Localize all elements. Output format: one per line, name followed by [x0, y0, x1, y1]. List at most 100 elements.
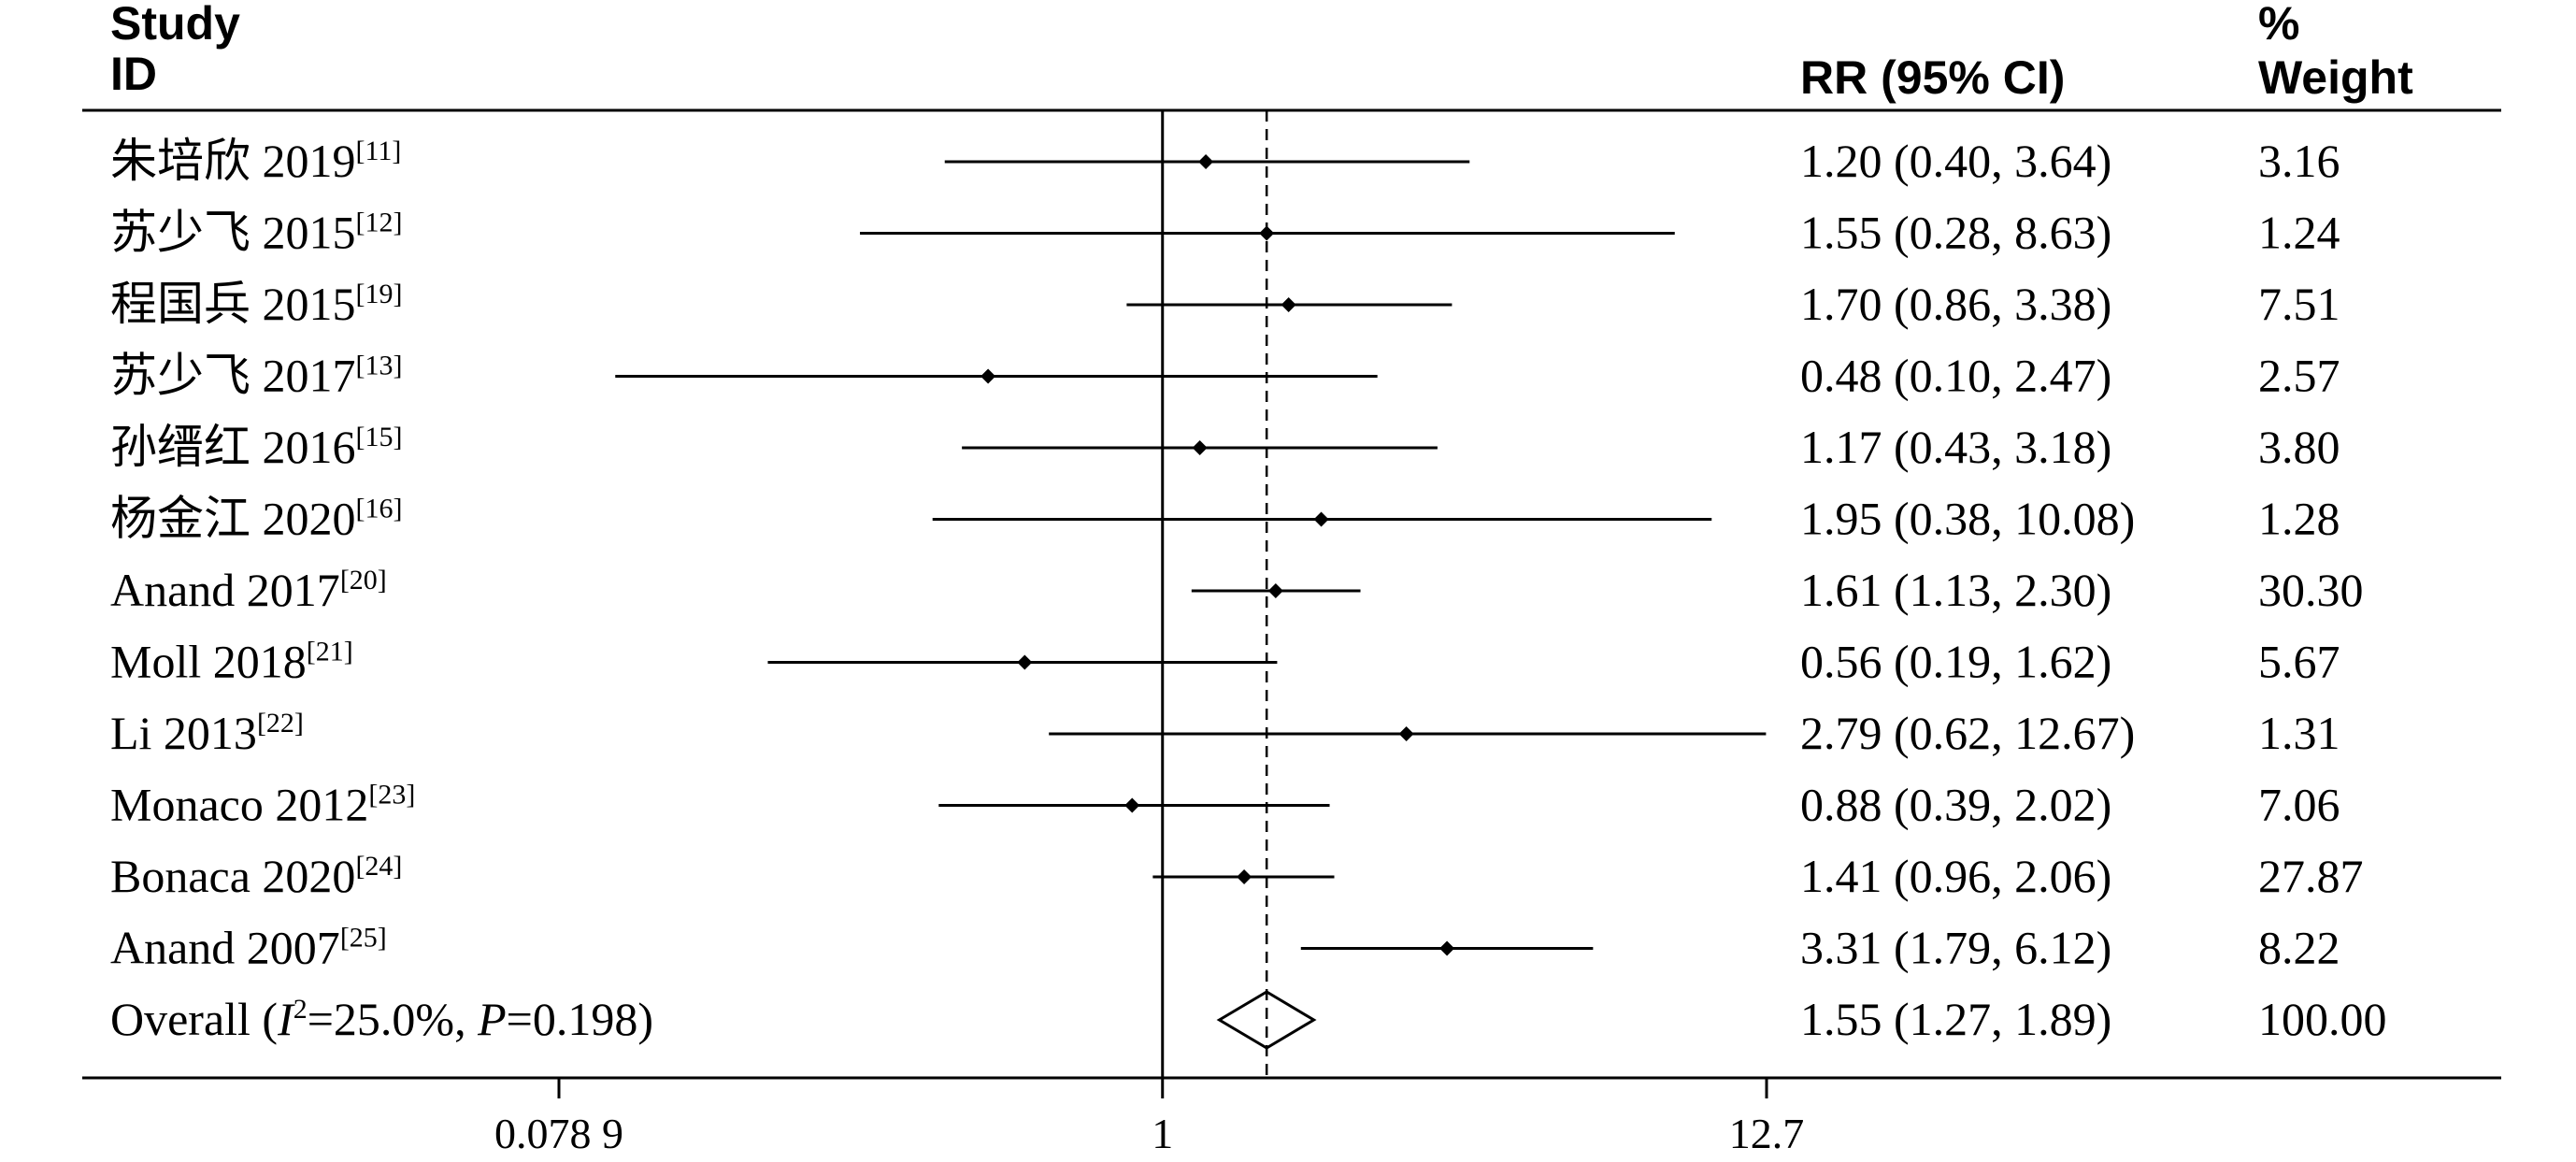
- rr-ci-value: 3.31 (1.79, 6.12): [1800, 922, 2111, 974]
- i2-symbol: I: [277, 993, 295, 1045]
- study-reference: [22]: [257, 708, 304, 739]
- weight-value: 1.24: [2258, 207, 2340, 259]
- study-row: 杨金江 2020[16] 1.95 (0.38, 10.08) 1.28: [110, 493, 2340, 545]
- point-estimate-marker: [1281, 297, 1296, 312]
- point-estimate-marker: [1439, 940, 1455, 956]
- header-percent: %: [2258, 0, 2299, 50]
- rr-ci-value: 1.41 (0.96, 2.06): [1800, 850, 2111, 902]
- study-rows: 朱培欣 2019[11] 1.20 (0.40, 3.64) 3.16 苏少飞 201…: [110, 135, 2387, 1050]
- point-estimate-marker: [1313, 511, 1329, 527]
- header-weight: Weight: [2258, 51, 2413, 104]
- study-reference: [16]: [356, 494, 403, 524]
- overall-prefix: Overall (: [110, 993, 278, 1045]
- study-reference: [21]: [307, 637, 353, 667]
- rr-ci-value: 0.88 (0.39, 2.02): [1800, 779, 2111, 831]
- study-row: 孙缙红 2016[15] 1.17 (0.43, 3.18) 3.80: [110, 421, 2340, 473]
- study-name: Moll 2018: [110, 636, 307, 688]
- x-tick-label: 0.078 9: [494, 1110, 623, 1157]
- rr-ci-value: 1.17 (0.43, 3.18): [1800, 421, 2111, 473]
- point-estimate-marker: [1198, 154, 1214, 169]
- header-id: ID: [110, 48, 157, 100]
- overall-row: Overall (I2=25.0%, P=0.198) 1.55 (1.27, 1…: [110, 990, 2387, 1050]
- weight-value: 8.22: [2258, 922, 2340, 974]
- weight-value: 30.30: [2258, 564, 2364, 616]
- study-row: 朱培欣 2019[11] 1.20 (0.40, 3.64) 3.16: [110, 135, 2340, 187]
- study-reference: [19]: [356, 279, 403, 309]
- study-label: 朱培欣 2019[11]: [110, 135, 401, 187]
- point-estimate-marker: [1192, 440, 1208, 455]
- study-name: 苏少飞 2017: [110, 350, 356, 402]
- overall-rr-ci-value: 1.55 (1.27, 1.89): [1800, 993, 2111, 1045]
- rr-ci-value: 1.70 (0.86, 3.38): [1800, 278, 2111, 330]
- weight-value: 1.31: [2258, 707, 2340, 759]
- rr-ci-value: 0.48 (0.10, 2.47): [1800, 350, 2111, 402]
- study-reference: [23]: [368, 780, 415, 811]
- study-name: 杨金江 2020: [110, 493, 356, 545]
- point-estimate-marker: [1017, 654, 1033, 670]
- point-estimate-marker: [1267, 583, 1283, 598]
- study-label: Moll 2018[21]: [110, 636, 353, 688]
- point-estimate-marker: [1237, 869, 1252, 884]
- study-row: 苏少飞 2015[12] 1.55 (0.28, 8.63) 1.24: [110, 207, 2340, 259]
- study-label: Bonaca 2020[24]: [110, 850, 402, 902]
- weight-value: 1.28: [2258, 493, 2340, 545]
- weight-value: 7.06: [2258, 779, 2340, 831]
- weight-value: 2.57: [2258, 350, 2340, 402]
- overall-weight-value: 100.00: [2258, 993, 2387, 1045]
- weight-value: 27.87: [2258, 850, 2364, 902]
- overall-diamond: [1216, 990, 1317, 1050]
- x-tick-label: 1: [1152, 1110, 1173, 1157]
- rr-ci-value: 1.61 (1.13, 2.30): [1800, 564, 2111, 616]
- study-label: Anand 2007[25]: [110, 922, 387, 974]
- study-row: Bonaca 2020[24] 1.41 (0.96, 2.06) 27.87: [110, 850, 2364, 902]
- weight-value: 7.51: [2258, 278, 2340, 330]
- study-row: Li 2013[22] 2.79 (0.62, 12.67) 1.31: [110, 707, 2340, 759]
- study-reference: [15]: [356, 422, 403, 452]
- study-label: Li 2013[22]: [110, 707, 304, 759]
- weight-value: 5.67: [2258, 636, 2340, 688]
- rr-ci-value: 1.55 (0.28, 8.63): [1800, 207, 2111, 259]
- overall-label: Overall (I2=25.0%, P=0.198): [110, 993, 653, 1045]
- study-name: Bonaca 2020: [110, 850, 355, 902]
- rr-ci-value: 1.20 (0.40, 3.64): [1800, 135, 2111, 187]
- point-estimate-marker: [1124, 797, 1140, 813]
- study-reference: [20]: [340, 565, 387, 595]
- study-name: Anand 2007: [110, 922, 340, 974]
- study-row: Moll 2018[21] 0.56 (0.19, 1.62) 5.67: [110, 636, 2340, 688]
- study-label: Monaco 2012[23]: [110, 779, 415, 831]
- study-name: Li 2013: [110, 707, 257, 759]
- study-row: 苏少飞 2017[13] 0.48 (0.10, 2.47) 2.57: [110, 350, 2340, 402]
- study-reference: [11]: [356, 136, 402, 166]
- study-name: 朱培欣 2019: [110, 135, 356, 187]
- study-label: 杨金江 2020[16]: [110, 493, 402, 545]
- p-symbol: P: [477, 993, 507, 1045]
- study-name: 苏少飞 2015: [110, 207, 356, 259]
- study-name: Monaco 2012: [110, 779, 368, 831]
- x-tick-label: 12.7: [1729, 1110, 1805, 1157]
- study-row: Anand 2017[20] 1.61 (1.13, 2.30) 30.30: [110, 564, 2364, 616]
- header-study: Study: [110, 0, 240, 50]
- header-rr-ci: RR (95% CI): [1800, 51, 2065, 104]
- study-row: 程国兵 2015[19] 1.70 (0.86, 3.38) 7.51: [110, 278, 2340, 330]
- study-reference: [13]: [356, 351, 403, 381]
- weight-value: 3.16: [2258, 135, 2340, 187]
- study-row: Monaco 2012[23] 0.88 (0.39, 2.02) 7.06: [110, 779, 2340, 831]
- study-label: Anand 2017[20]: [110, 564, 387, 616]
- p-value: =0.198): [507, 993, 653, 1045]
- study-label: 苏少飞 2015[12]: [110, 207, 402, 259]
- study-reference: [24]: [355, 851, 402, 882]
- weight-value: 3.80: [2258, 421, 2340, 473]
- rr-ci-value: 0.56 (0.19, 1.62): [1800, 636, 2111, 688]
- i2-value: =25.0%,: [308, 993, 478, 1045]
- study-name: 孙缙红 2016: [110, 421, 356, 473]
- study-name: 程国兵 2015: [110, 278, 356, 330]
- rr-ci-value: 2.79 (0.62, 12.67): [1800, 707, 2135, 759]
- point-estimate-marker: [980, 368, 996, 384]
- point-estimate-marker: [1259, 225, 1275, 241]
- study-label: 苏少飞 2017[13]: [110, 350, 402, 402]
- study-reference: [25]: [340, 923, 387, 954]
- study-label: 程国兵 2015[19]: [110, 278, 402, 330]
- study-label: 孙缙红 2016[15]: [110, 421, 402, 473]
- study-row: Anand 2007[25] 3.31 (1.79, 6.12) 8.22: [110, 922, 2340, 974]
